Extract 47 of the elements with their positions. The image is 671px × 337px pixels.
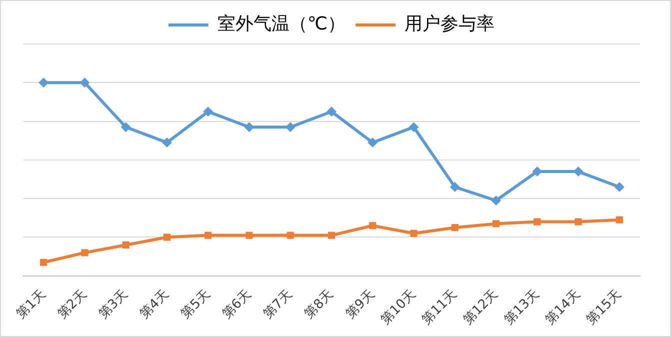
x-tick-label: 第6天	[220, 287, 254, 322]
point	[244, 122, 254, 132]
point	[616, 216, 623, 224]
point	[246, 232, 253, 239]
x-tick-label: 第10天	[378, 287, 419, 328]
point	[532, 166, 542, 177]
x-tick-label: 第3天	[96, 287, 132, 322]
point	[40, 258, 48, 266]
legend-label: 室外气温（℃）	[217, 14, 346, 35]
x-tick-label: 第2天	[55, 287, 90, 322]
point	[80, 78, 90, 88]
point	[534, 218, 541, 226]
point	[491, 196, 502, 206]
point	[285, 122, 296, 132]
x-tick-label: 第13天	[502, 287, 542, 328]
point	[574, 218, 582, 226]
point	[614, 182, 624, 192]
point	[162, 138, 172, 148]
x-tick-label: 第1天	[14, 287, 49, 322]
point	[163, 234, 170, 241]
point	[410, 230, 418, 237]
x-tick-label: 第11天	[419, 287, 460, 328]
x-tick-label: 第9天	[343, 287, 378, 322]
x-tick-label: 第15天	[584, 287, 625, 328]
point	[369, 222, 376, 230]
x-tick-label: 第12天	[460, 287, 502, 328]
point	[81, 249, 88, 256]
point	[573, 166, 584, 177]
point	[492, 220, 500, 228]
point	[204, 232, 212, 239]
x-tick-label: 第7天	[260, 287, 296, 322]
point	[451, 224, 458, 232]
point	[120, 122, 131, 132]
point	[328, 232, 336, 239]
legend-label: 用户参与率	[404, 14, 495, 35]
x-tick-label: 第8天	[302, 287, 337, 322]
point	[368, 138, 378, 148]
x-tick-label: 第5天	[178, 287, 214, 322]
point	[122, 241, 130, 249]
point	[408, 122, 419, 132]
point	[203, 106, 214, 117]
point	[326, 106, 336, 117]
point	[450, 182, 460, 192]
x-tick-label: 第14天	[542, 287, 584, 328]
point	[286, 232, 294, 239]
point	[38, 78, 49, 88]
x-tick-label: 第4天	[137, 287, 172, 322]
